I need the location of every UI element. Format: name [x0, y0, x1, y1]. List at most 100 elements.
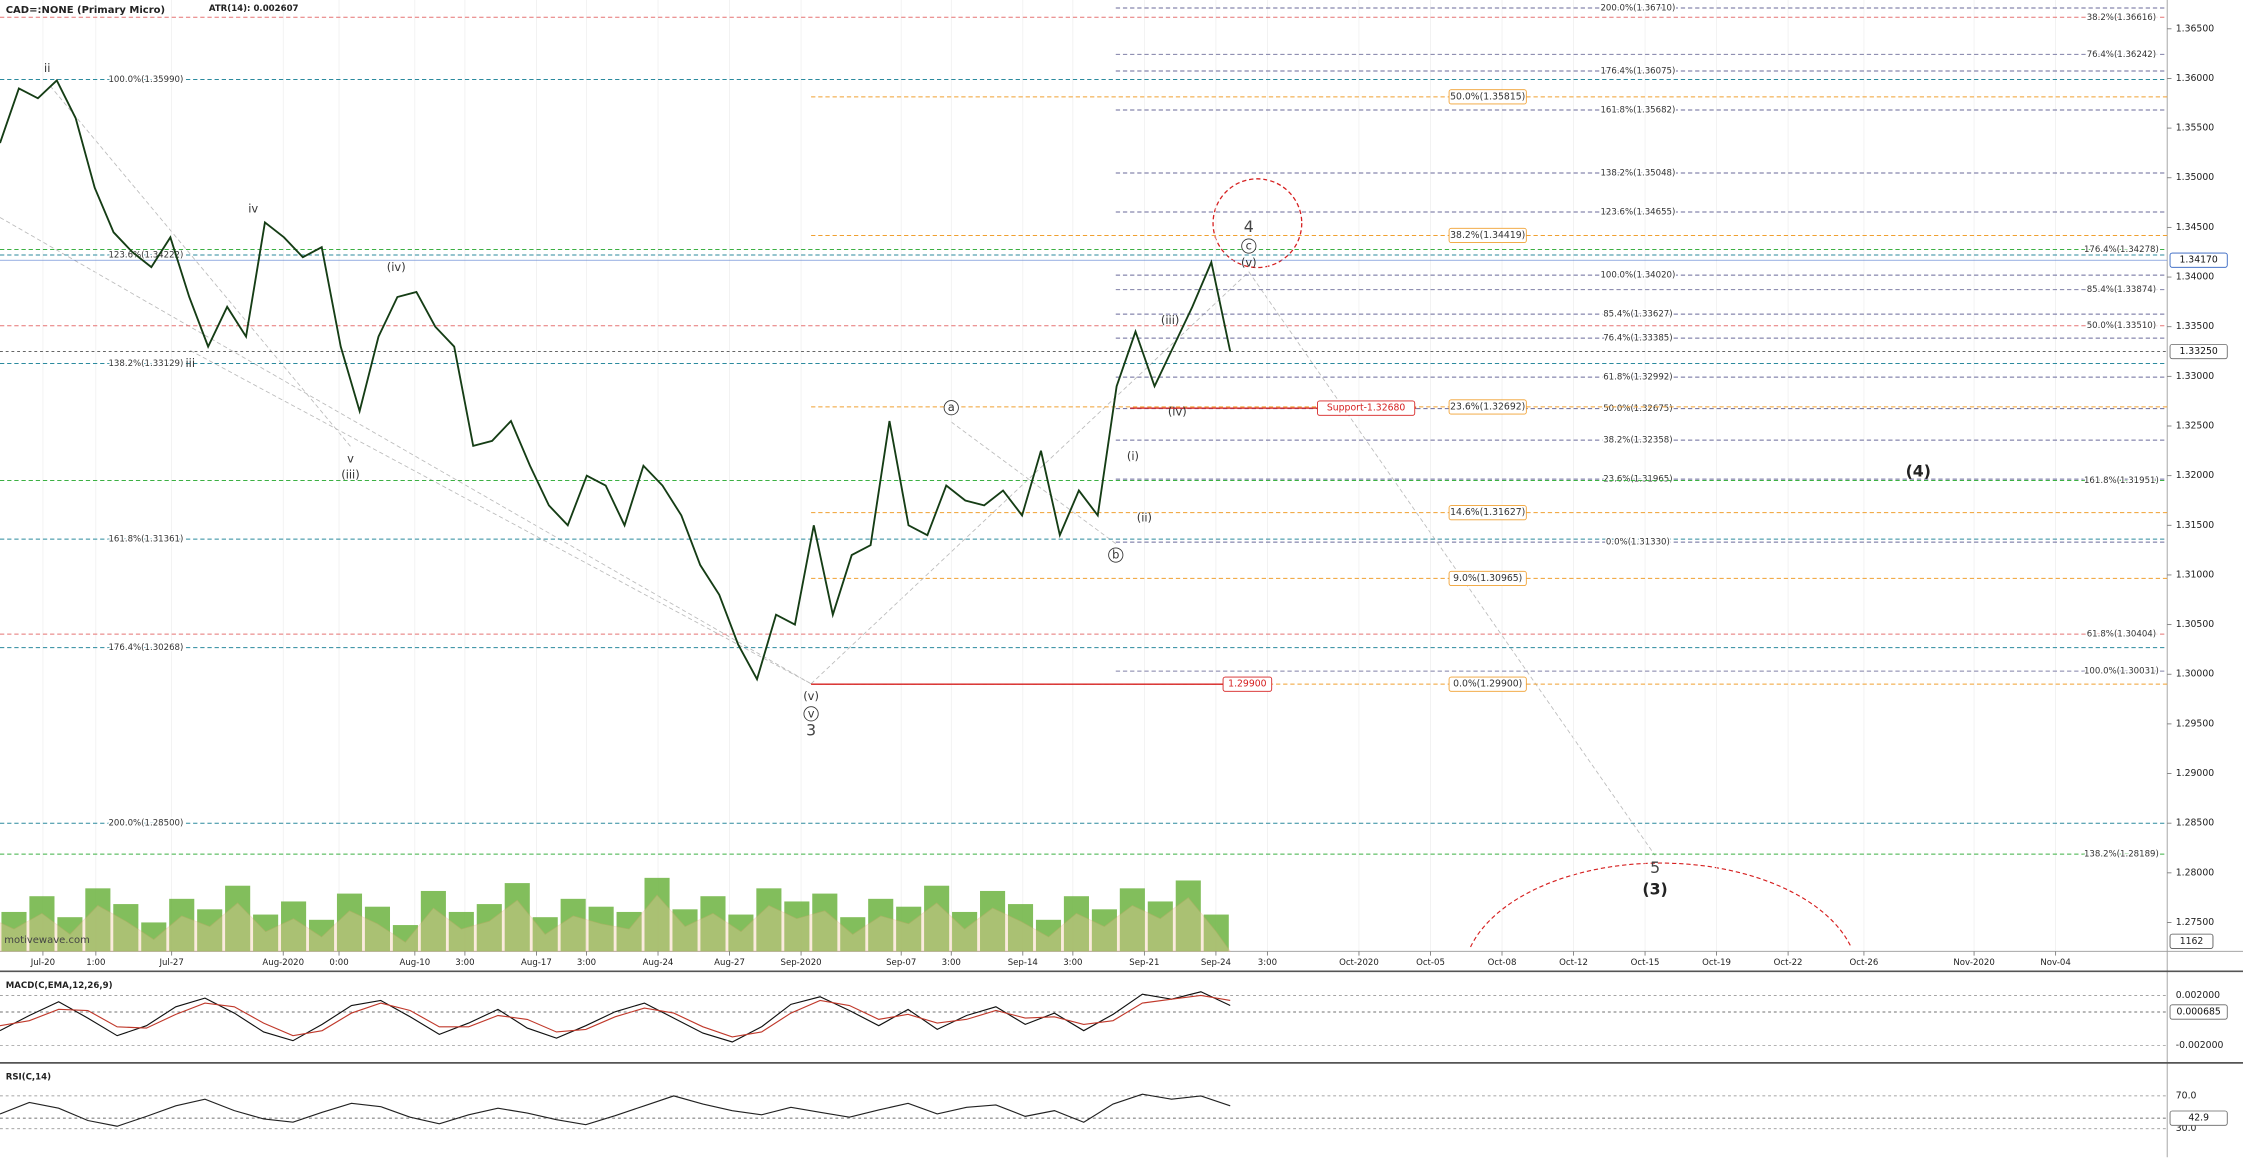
fib-label: 161.8%(1.31951) — [2084, 476, 2159, 486]
volume-bar — [1035, 919, 1062, 952]
wave-circle — [803, 706, 819, 722]
x-tick-label: Oct-12 — [1559, 958, 1588, 968]
wave-label: 3 — [806, 720, 816, 739]
support-label-box — [1222, 676, 1273, 692]
volume-bar — [1147, 901, 1173, 952]
x-tick-label: 3:00 — [1258, 958, 1277, 968]
volume-bar — [980, 890, 1006, 952]
volume-bar — [85, 888, 111, 952]
x-tick-label: 1:00 — [86, 958, 105, 968]
volume-bar — [308, 919, 335, 952]
fib-label: 123.6%(1.34655) — [1600, 208, 1675, 218]
y-tick-label: 1.33000 — [2176, 371, 2214, 382]
fib-label: 9.0%(1.30965) — [1453, 573, 1522, 584]
y-tick-label: 1.28500 — [2176, 818, 2214, 829]
x-tick-label: Aug-17 — [521, 958, 552, 968]
fib-label-box — [1448, 399, 1527, 415]
x-tick-label: Aug-27 — [714, 958, 745, 968]
indicator-tick-label: -0.002000 — [2176, 1040, 2224, 1051]
wave-label: v — [347, 452, 354, 466]
volume-bar — [812, 893, 838, 952]
indicator-tick-label: 30.0 — [2176, 1123, 2197, 1134]
fib-label: 38.2%(1.32358) — [1603, 436, 1672, 446]
price-tag: 1.33250 — [2179, 346, 2217, 357]
wave-label: iv — [248, 201, 258, 215]
symbol-title: CAD=:NONE (Primary Micro) — [6, 5, 165, 16]
fib-label-box — [1448, 676, 1527, 692]
wave-label: iii — [185, 356, 195, 370]
fib-label: 200.0%(1.28500) — [108, 819, 183, 829]
fib-label-box — [1448, 89, 1527, 105]
macd-title: MACD(C,EMA,12,26,9) — [6, 981, 113, 991]
support-label-box — [1317, 400, 1416, 416]
price-tag-box — [2169, 343, 2228, 360]
fib-label: 176.4%(1.36075) — [1600, 67, 1675, 77]
trend-line — [951, 421, 1117, 544]
x-tick-label: Sep-14 — [1008, 958, 1038, 968]
volume-bar — [896, 906, 922, 952]
x-tick-label: Oct-15 — [1631, 958, 1660, 968]
x-tick-label: Jul-27 — [158, 958, 183, 968]
volume-bar — [532, 917, 558, 952]
wave-circle — [1108, 547, 1124, 563]
fib-label: 161.8%(1.31361) — [108, 535, 183, 545]
x-tick-label: Oct-2020 — [1339, 958, 1379, 968]
levels-layer: 100.0%(1.35990) 123.6%(1.34222) 138.2%(1.3… — [0, 0, 2168, 952]
y-tick-label: 1.30000 — [2176, 669, 2214, 680]
x-tick-label: Sep-24 — [1201, 958, 1231, 968]
target-arc — [1470, 862, 1852, 948]
volume-bar — [616, 911, 642, 952]
volume-bar — [672, 909, 698, 952]
volume-bar — [364, 906, 391, 952]
x-tick-label: Sep-07 — [886, 958, 916, 968]
wave-circle — [943, 400, 959, 416]
fib-label: 100.0%(1.30031) — [2084, 667, 2159, 677]
fib-label: 138.2%(1.28189) — [2084, 850, 2159, 860]
y-tick-label: 1.36000 — [2176, 73, 2214, 84]
volume-bar — [392, 925, 418, 952]
volume-bar — [588, 906, 614, 952]
wave-label: (iii) — [1161, 313, 1179, 327]
volume-bar — [281, 901, 307, 952]
wave-label: ii — [44, 61, 50, 75]
indicator-line — [0, 1093, 1231, 1127]
volume-bar — [1091, 909, 1117, 952]
trend-line — [190, 350, 812, 685]
volume-bar — [1, 911, 27, 952]
fib-label: 0.0%(1.29900) — [1453, 679, 1522, 690]
volume-tag: 1162 — [2180, 936, 2204, 947]
price-layer — [0, 78, 1232, 682]
y-tick-label: 1.27500 — [2176, 917, 2214, 928]
volume-bar — [1203, 914, 1229, 952]
x-tick-label: Jul-20 — [30, 958, 55, 968]
fib-label: 0.0%(1.31330) — [1606, 538, 1670, 548]
volume-bar — [700, 896, 726, 952]
y-tick-label: 1.32000 — [2176, 470, 2214, 481]
wave-label: a — [948, 400, 955, 414]
volume-tag-box — [2169, 933, 2214, 949]
volume-bar — [952, 911, 978, 952]
wave-label: b — [1112, 548, 1119, 562]
wave-label: 4 — [1244, 217, 1254, 236]
wave-label: (i) — [1127, 449, 1139, 463]
y-tick-label: 1.29000 — [2176, 768, 2214, 779]
wave-label: (iii) — [341, 467, 359, 481]
volume-bar — [448, 911, 474, 952]
volume-bar — [924, 885, 950, 952]
volume-bar — [784, 901, 810, 952]
x-tick-label: Sep-2020 — [781, 958, 822, 968]
volume-bar — [113, 904, 139, 952]
volume-bar — [336, 893, 363, 952]
volume-bar — [225, 885, 251, 952]
indicator-last: 42.9 — [2188, 1113, 2209, 1124]
x-tick-label: 0:00 — [329, 958, 348, 968]
fib-label: 76.4%(1.33385) — [1603, 334, 1672, 344]
volume-bar — [476, 904, 502, 952]
y-tick-label: 1.28000 — [2176, 867, 2214, 878]
price-line — [0, 78, 1232, 682]
wave-label: (v) — [803, 689, 819, 703]
volume-bar — [1175, 880, 1201, 952]
x-tick-label: Oct-05 — [1416, 958, 1445, 968]
wave-label: (4) — [1906, 462, 1931, 481]
x-tick-label: 3:00 — [455, 958, 474, 968]
